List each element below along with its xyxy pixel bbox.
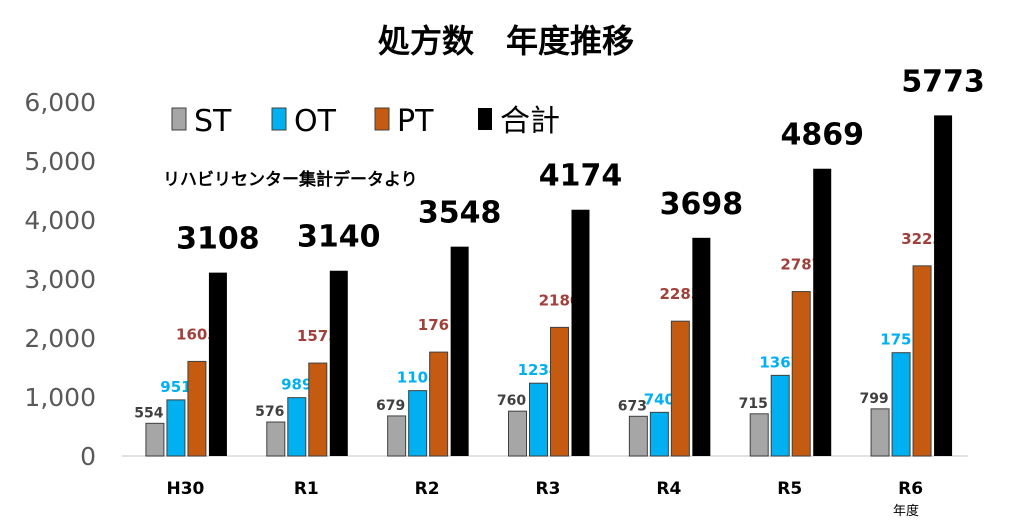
data-label-ST: 673: [618, 398, 647, 414]
bar-OT: [287, 397, 307, 457]
legend-label: PT: [397, 104, 434, 139]
legend-swatch: [271, 107, 287, 131]
bar-合計: [329, 270, 348, 456]
y-axis: 0 1,000 2,000 3,000 4,000 5,000 6,000: [24, 88, 96, 471]
data-label-合計: 3108: [176, 222, 260, 257]
y-tick-label: 3,000: [24, 265, 96, 294]
bar-OT: [529, 382, 548, 457]
y-tick-label: 1,000: [24, 383, 96, 412]
bar-PT: [429, 351, 449, 457]
bar-OT: [770, 374, 790, 457]
y-tick-label: 4,000: [24, 206, 96, 235]
data-label-PT: 1575: [297, 327, 339, 345]
x-tick-label: R1: [294, 479, 319, 499]
bar-OT: [891, 352, 911, 457]
bar-OT: [408, 390, 428, 457]
source-note: リハビリセンター集計データより: [163, 169, 418, 190]
x-tick-label: R2: [415, 479, 440, 499]
x-tick-label: H30: [166, 479, 204, 499]
bar-PT: [187, 360, 207, 457]
data-label-合計: 3140: [297, 220, 381, 255]
data-label-OT: 989: [281, 376, 312, 394]
data-label-OT: 1751: [880, 331, 922, 349]
bar-OT: [166, 399, 186, 457]
data-label-ST: 760: [497, 393, 526, 409]
legend-swatch: [478, 108, 492, 130]
data-label-ST: 715: [739, 396, 768, 412]
bar-OT: [649, 411, 669, 457]
bar-ST: [749, 413, 769, 457]
data-label-合計: 4174: [539, 159, 623, 194]
legend-label: ST: [194, 104, 232, 139]
data-label-合計: 5773: [901, 64, 985, 99]
bar-ST: [628, 415, 648, 457]
bar-合計: [208, 272, 227, 456]
data-label-合計: 3548: [418, 196, 502, 231]
bar-合計: [813, 168, 832, 456]
data-label-ST: 679: [376, 398, 405, 414]
bar-ST: [387, 415, 407, 457]
chart-title: 処方数 年度推移: [378, 22, 634, 60]
data-label-PT: 2285: [659, 285, 701, 303]
bar-合計: [450, 246, 469, 456]
y-tick-label: 6,000: [24, 88, 96, 117]
bar-合計: [571, 209, 590, 456]
data-label-ST: 576: [255, 404, 284, 420]
bar-合計: [692, 237, 711, 456]
bar-PT: [670, 320, 690, 457]
legend-swatch: [171, 107, 187, 131]
bar-PT: [791, 291, 811, 457]
bar-ST: [145, 422, 165, 457]
bar-ST: [266, 421, 286, 457]
x-axis-unit: 年度: [893, 503, 919, 519]
data-label-PT: 3223: [901, 230, 943, 248]
y-tick-label: 5,000: [24, 147, 96, 176]
bar-ST: [870, 408, 890, 457]
legend-swatch: [374, 107, 390, 131]
data-label-合計: 3698: [660, 187, 744, 222]
legend-label: 合計: [500, 104, 560, 139]
data-label-ST: 799: [859, 391, 888, 407]
bar-合計: [934, 115, 953, 456]
data-label-OT: 1367: [759, 353, 801, 371]
legend-label: OT: [294, 104, 337, 139]
y-tick-label: 2,000: [24, 324, 96, 353]
data-label-OT: 951: [160, 378, 191, 396]
x-tick-label: R3: [536, 479, 561, 499]
x-tick-label: R4: [656, 479, 681, 499]
bar-PT: [912, 265, 932, 457]
data-label-OT: 740: [644, 390, 675, 408]
data-label-PT: 1761: [418, 316, 460, 334]
legend: ST OT PT 合計: [171, 104, 560, 139]
data-label-合計: 4869: [780, 118, 864, 153]
data-label-ST: 554: [134, 405, 163, 421]
bar-PT: [550, 326, 569, 457]
bar-PT: [308, 362, 328, 457]
data-label-PT: 1603: [176, 325, 218, 343]
data-label-OT: 1108: [397, 369, 439, 387]
bars: 554 951 1603 3108 576 989 1575 3140 679 1108 1761 3…: [134, 64, 985, 457]
data-label-PT: 2787: [780, 256, 822, 274]
y-tick-label: 0: [80, 442, 96, 471]
x-axis: H30 R1 R2 R3 R4 R5 R6: [166, 479, 923, 499]
x-tick-label: R6: [898, 479, 923, 499]
x-tick-label: R5: [777, 479, 802, 499]
data-label-PT: 2180: [539, 291, 581, 309]
bar-ST: [508, 410, 527, 457]
data-label-OT: 1234: [518, 361, 560, 379]
